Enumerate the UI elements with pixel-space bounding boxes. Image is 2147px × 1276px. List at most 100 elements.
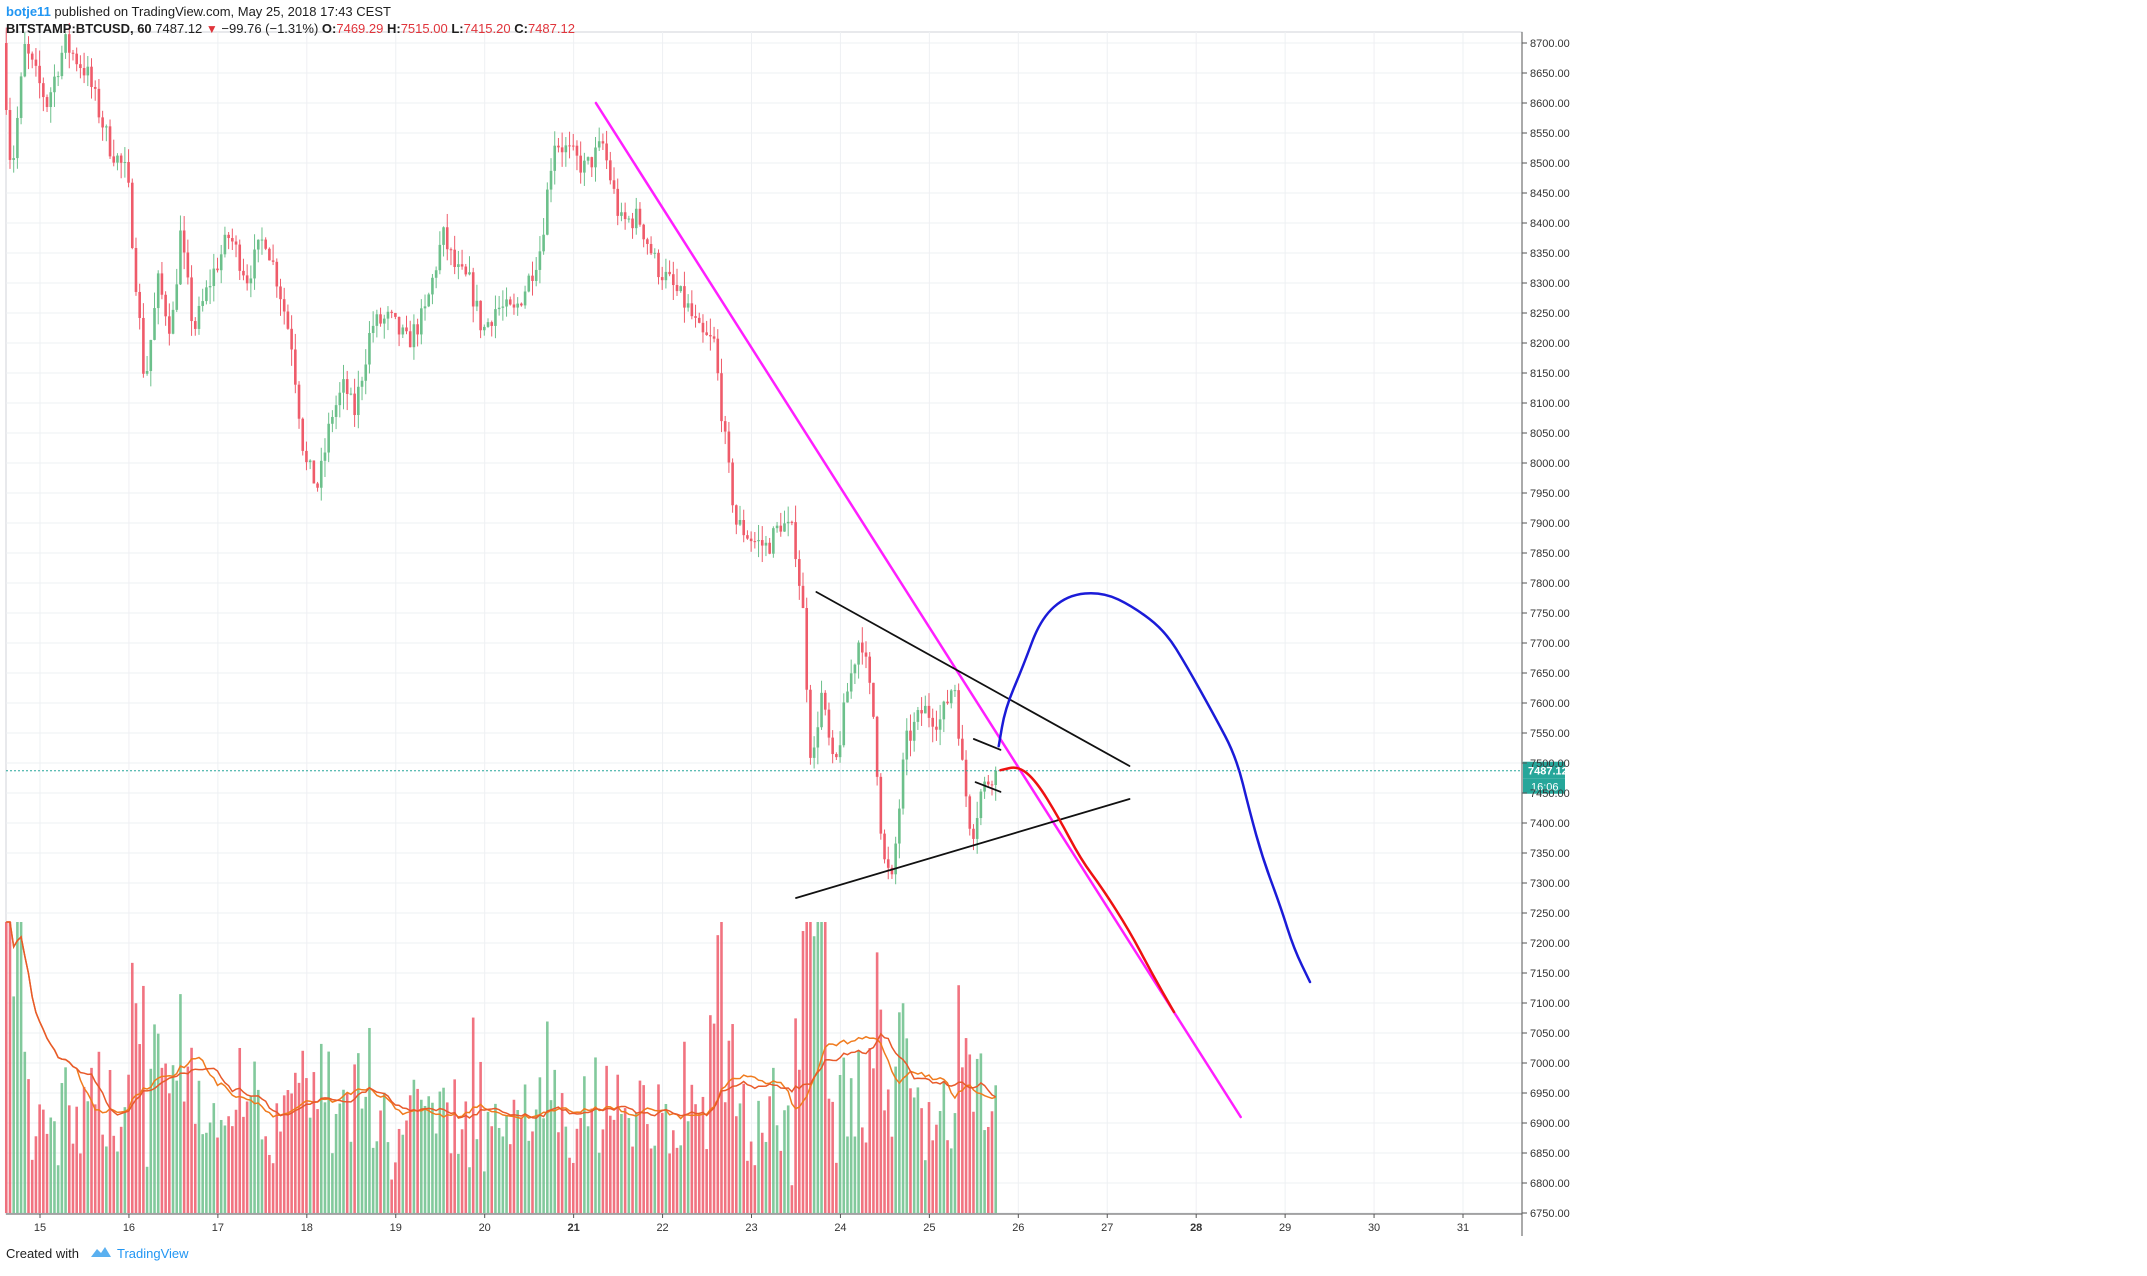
candle-body (342, 379, 345, 393)
candle-body (442, 227, 445, 245)
candle-body (794, 522, 797, 560)
y-tick-label: 6750.00 (1530, 1208, 1570, 1220)
candle-body (601, 141, 605, 144)
candle-body (331, 416, 334, 424)
candle-body (390, 311, 393, 313)
candle-body (479, 300, 482, 331)
y-tick-label: 7950.00 (1530, 488, 1570, 500)
volume-bar (749, 1141, 753, 1213)
volume-bar (579, 1118, 582, 1213)
volume-bar (823, 922, 827, 1213)
volume-bar (67, 1105, 71, 1213)
volume-bar (79, 1153, 82, 1213)
candle-body (271, 260, 275, 262)
candle-body (238, 244, 242, 271)
volume-bar (431, 1102, 434, 1213)
symbol-label[interactable]: BITSTAMP:BTCUSD, 60 (6, 21, 152, 36)
volume-bar (712, 1023, 716, 1213)
candle-body (979, 791, 983, 819)
volume-bar (790, 1185, 794, 1213)
candle-body (597, 141, 601, 148)
volume-bar (853, 1136, 857, 1213)
candle-body (697, 317, 701, 323)
volume-bar (690, 1084, 694, 1213)
candle-body (338, 392, 342, 406)
candle-body (594, 147, 597, 168)
volume-bar (60, 1083, 64, 1213)
countdown-label: 16:06 (1531, 782, 1559, 794)
low-value: 7415.20 (463, 21, 511, 36)
candle-body (953, 690, 957, 692)
volume-bars (4, 922, 998, 1213)
volume-bar (386, 1142, 390, 1213)
candle-body (160, 273, 164, 295)
candle-body (731, 462, 734, 506)
flag-upper (972, 738, 1002, 751)
volume-bar (316, 1109, 319, 1213)
candle-body (990, 784, 994, 786)
volume-bar (105, 1146, 108, 1213)
candle-body (957, 690, 960, 739)
close-value: 7487.12 (527, 21, 575, 36)
candle-body (79, 64, 82, 69)
candle-body (101, 117, 104, 128)
volume-bar (727, 1040, 731, 1213)
candle-body (345, 379, 349, 394)
volume-bar (282, 1095, 286, 1213)
tradingview-brand[interactable]: TradingView (117, 1246, 189, 1261)
volume-bar (861, 1127, 864, 1213)
x-tick-label: 24 (834, 1222, 846, 1234)
grid (5, 31, 1523, 1215)
candle-body (312, 460, 316, 484)
candle-body (894, 843, 897, 875)
x-tick-label: 31 (1457, 1222, 1469, 1234)
volume-bar (849, 1078, 853, 1213)
volume-bar (227, 1116, 230, 1213)
candle-body (186, 252, 190, 278)
volume-bar (631, 1146, 634, 1213)
candle-body (527, 275, 531, 292)
volume-bar (816, 922, 820, 1213)
y-tick-label: 8300.00 (1530, 278, 1570, 290)
candle-body (168, 316, 171, 334)
candle-body (423, 306, 427, 309)
candle-body (408, 331, 412, 348)
volume-bar (205, 1132, 208, 1213)
drawings[interactable] (594, 101, 1312, 1119)
volume-bar (142, 985, 145, 1213)
candle-body (505, 299, 508, 307)
candle-body (820, 692, 823, 728)
volume-bar (294, 1072, 297, 1213)
volume-bar (583, 1076, 586, 1213)
candle-body (371, 325, 375, 334)
volume-bar (986, 1126, 990, 1213)
volume-bar (264, 1136, 267, 1213)
volume-bar (82, 1086, 86, 1213)
volume-bar (735, 1116, 738, 1213)
volume-bar (342, 1089, 345, 1213)
candle-body (631, 218, 634, 229)
candle-body (868, 656, 872, 683)
volume-bar (449, 1153, 453, 1213)
candle-body (438, 244, 442, 271)
candle-body (586, 157, 590, 161)
x-tick-label: 25 (923, 1222, 935, 1234)
candle-body (175, 284, 179, 310)
candle-body (938, 719, 942, 730)
volume-bar (620, 1113, 623, 1213)
volume-bar (364, 1096, 368, 1213)
candle-body (457, 264, 460, 267)
volume-bar (234, 1109, 238, 1213)
candle-body (327, 423, 330, 453)
y-tick-label: 6800.00 (1530, 1178, 1570, 1190)
volume-bar (520, 1117, 523, 1213)
y-tick-label: 8450.00 (1530, 188, 1570, 200)
volume-bar (846, 1136, 849, 1213)
volume-bar (868, 1048, 872, 1213)
volume-bar (875, 952, 879, 1213)
candle-body (297, 384, 301, 419)
author-link[interactable]: botje11 (6, 4, 51, 19)
candle-body (38, 65, 41, 84)
